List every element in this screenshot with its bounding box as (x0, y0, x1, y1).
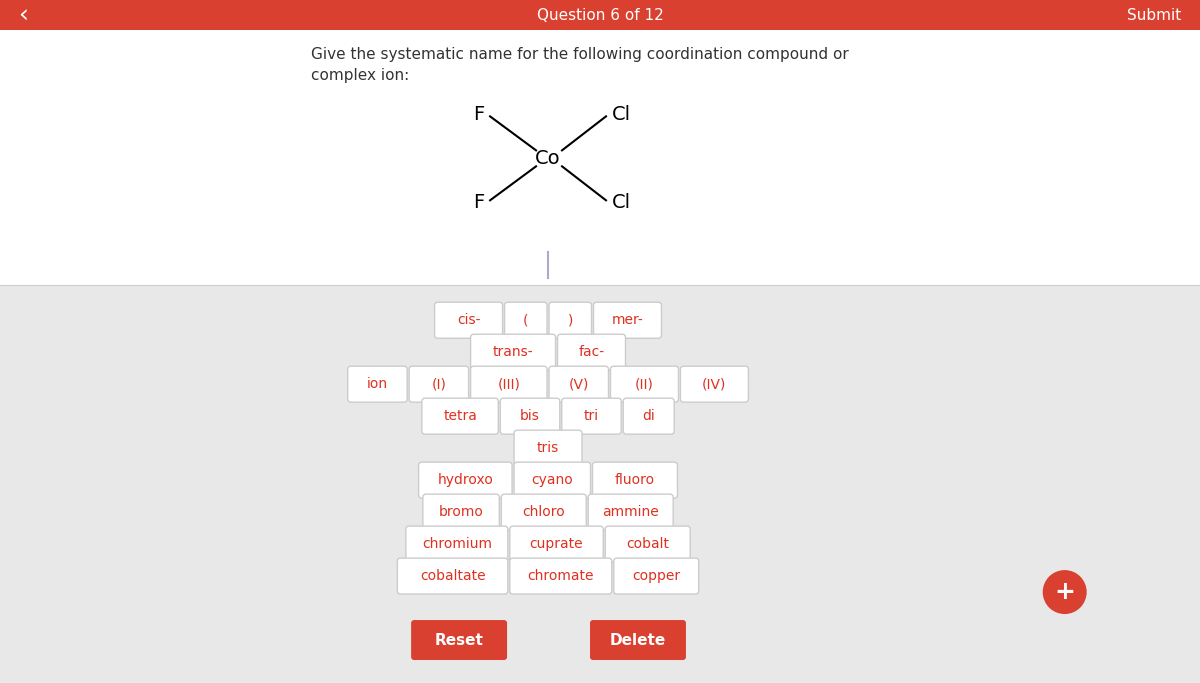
Text: cobalt: cobalt (626, 537, 670, 551)
Text: copper: copper (632, 569, 680, 583)
FancyBboxPatch shape (422, 398, 498, 434)
FancyBboxPatch shape (613, 558, 698, 594)
Text: Submit: Submit (1127, 8, 1182, 23)
FancyBboxPatch shape (550, 366, 608, 402)
Text: Reset: Reset (434, 632, 484, 647)
Text: cobaltate: cobaltate (420, 569, 486, 583)
Text: (IV): (IV) (702, 377, 727, 391)
FancyBboxPatch shape (470, 366, 547, 402)
FancyBboxPatch shape (605, 526, 690, 562)
Text: (II): (II) (635, 377, 654, 391)
FancyBboxPatch shape (348, 366, 407, 402)
Text: Delete: Delete (610, 632, 666, 647)
Text: chromate: chromate (528, 569, 594, 583)
Text: tetra: tetra (443, 409, 478, 423)
Circle shape (1043, 570, 1087, 614)
Text: F: F (473, 193, 484, 212)
Text: +: + (1055, 580, 1075, 604)
Text: Give the systematic name for the following coordination compound or
complex ion:: Give the systematic name for the followi… (311, 47, 848, 83)
Text: hydroxo: hydroxo (438, 473, 493, 487)
Text: mer-: mer- (612, 313, 643, 327)
Text: chromium: chromium (422, 537, 492, 551)
FancyBboxPatch shape (470, 334, 556, 370)
Text: tris: tris (536, 441, 559, 455)
FancyBboxPatch shape (500, 398, 559, 434)
FancyBboxPatch shape (558, 334, 625, 370)
Text: fluoro: fluoro (614, 473, 655, 487)
FancyBboxPatch shape (593, 462, 678, 498)
FancyBboxPatch shape (514, 462, 590, 498)
FancyBboxPatch shape (514, 430, 582, 466)
Text: (V): (V) (569, 377, 589, 391)
FancyBboxPatch shape (562, 398, 622, 434)
FancyBboxPatch shape (397, 558, 508, 594)
Text: trans-: trans- (493, 345, 533, 359)
FancyBboxPatch shape (680, 366, 749, 402)
FancyBboxPatch shape (0, 1, 1200, 285)
FancyBboxPatch shape (510, 558, 612, 594)
Text: ): ) (568, 313, 572, 327)
FancyBboxPatch shape (412, 620, 508, 660)
FancyBboxPatch shape (502, 494, 587, 530)
Text: Cl: Cl (612, 193, 631, 212)
Text: ‹: ‹ (18, 3, 29, 27)
Text: fac-: fac- (578, 345, 605, 359)
FancyBboxPatch shape (434, 303, 503, 338)
FancyBboxPatch shape (0, 1, 1200, 31)
Text: (: ( (523, 313, 528, 327)
FancyBboxPatch shape (550, 303, 592, 338)
Text: (I): (I) (432, 377, 446, 391)
FancyBboxPatch shape (611, 366, 678, 402)
FancyBboxPatch shape (419, 462, 512, 498)
Text: bis: bis (520, 409, 540, 423)
Text: ion: ion (367, 377, 388, 391)
FancyBboxPatch shape (594, 303, 661, 338)
Text: ammine: ammine (602, 505, 659, 519)
FancyBboxPatch shape (623, 398, 674, 434)
FancyBboxPatch shape (406, 526, 508, 562)
Text: Co: Co (535, 149, 560, 168)
FancyBboxPatch shape (510, 526, 604, 562)
Text: (III): (III) (497, 377, 521, 391)
Text: cis-: cis- (457, 313, 480, 327)
Text: cyano: cyano (532, 473, 574, 487)
Text: F: F (473, 105, 484, 124)
FancyBboxPatch shape (409, 366, 468, 402)
Text: chloro: chloro (522, 505, 565, 519)
Text: tri: tri (584, 409, 599, 423)
Text: bromo: bromo (439, 505, 484, 519)
FancyBboxPatch shape (0, 285, 1200, 683)
Text: cuprate: cuprate (529, 537, 583, 551)
FancyBboxPatch shape (590, 620, 686, 660)
Text: di: di (642, 409, 655, 423)
FancyBboxPatch shape (588, 494, 673, 530)
Text: Cl: Cl (612, 105, 631, 124)
FancyBboxPatch shape (504, 303, 547, 338)
Text: Question 6 of 12: Question 6 of 12 (536, 8, 664, 23)
FancyBboxPatch shape (422, 494, 499, 530)
